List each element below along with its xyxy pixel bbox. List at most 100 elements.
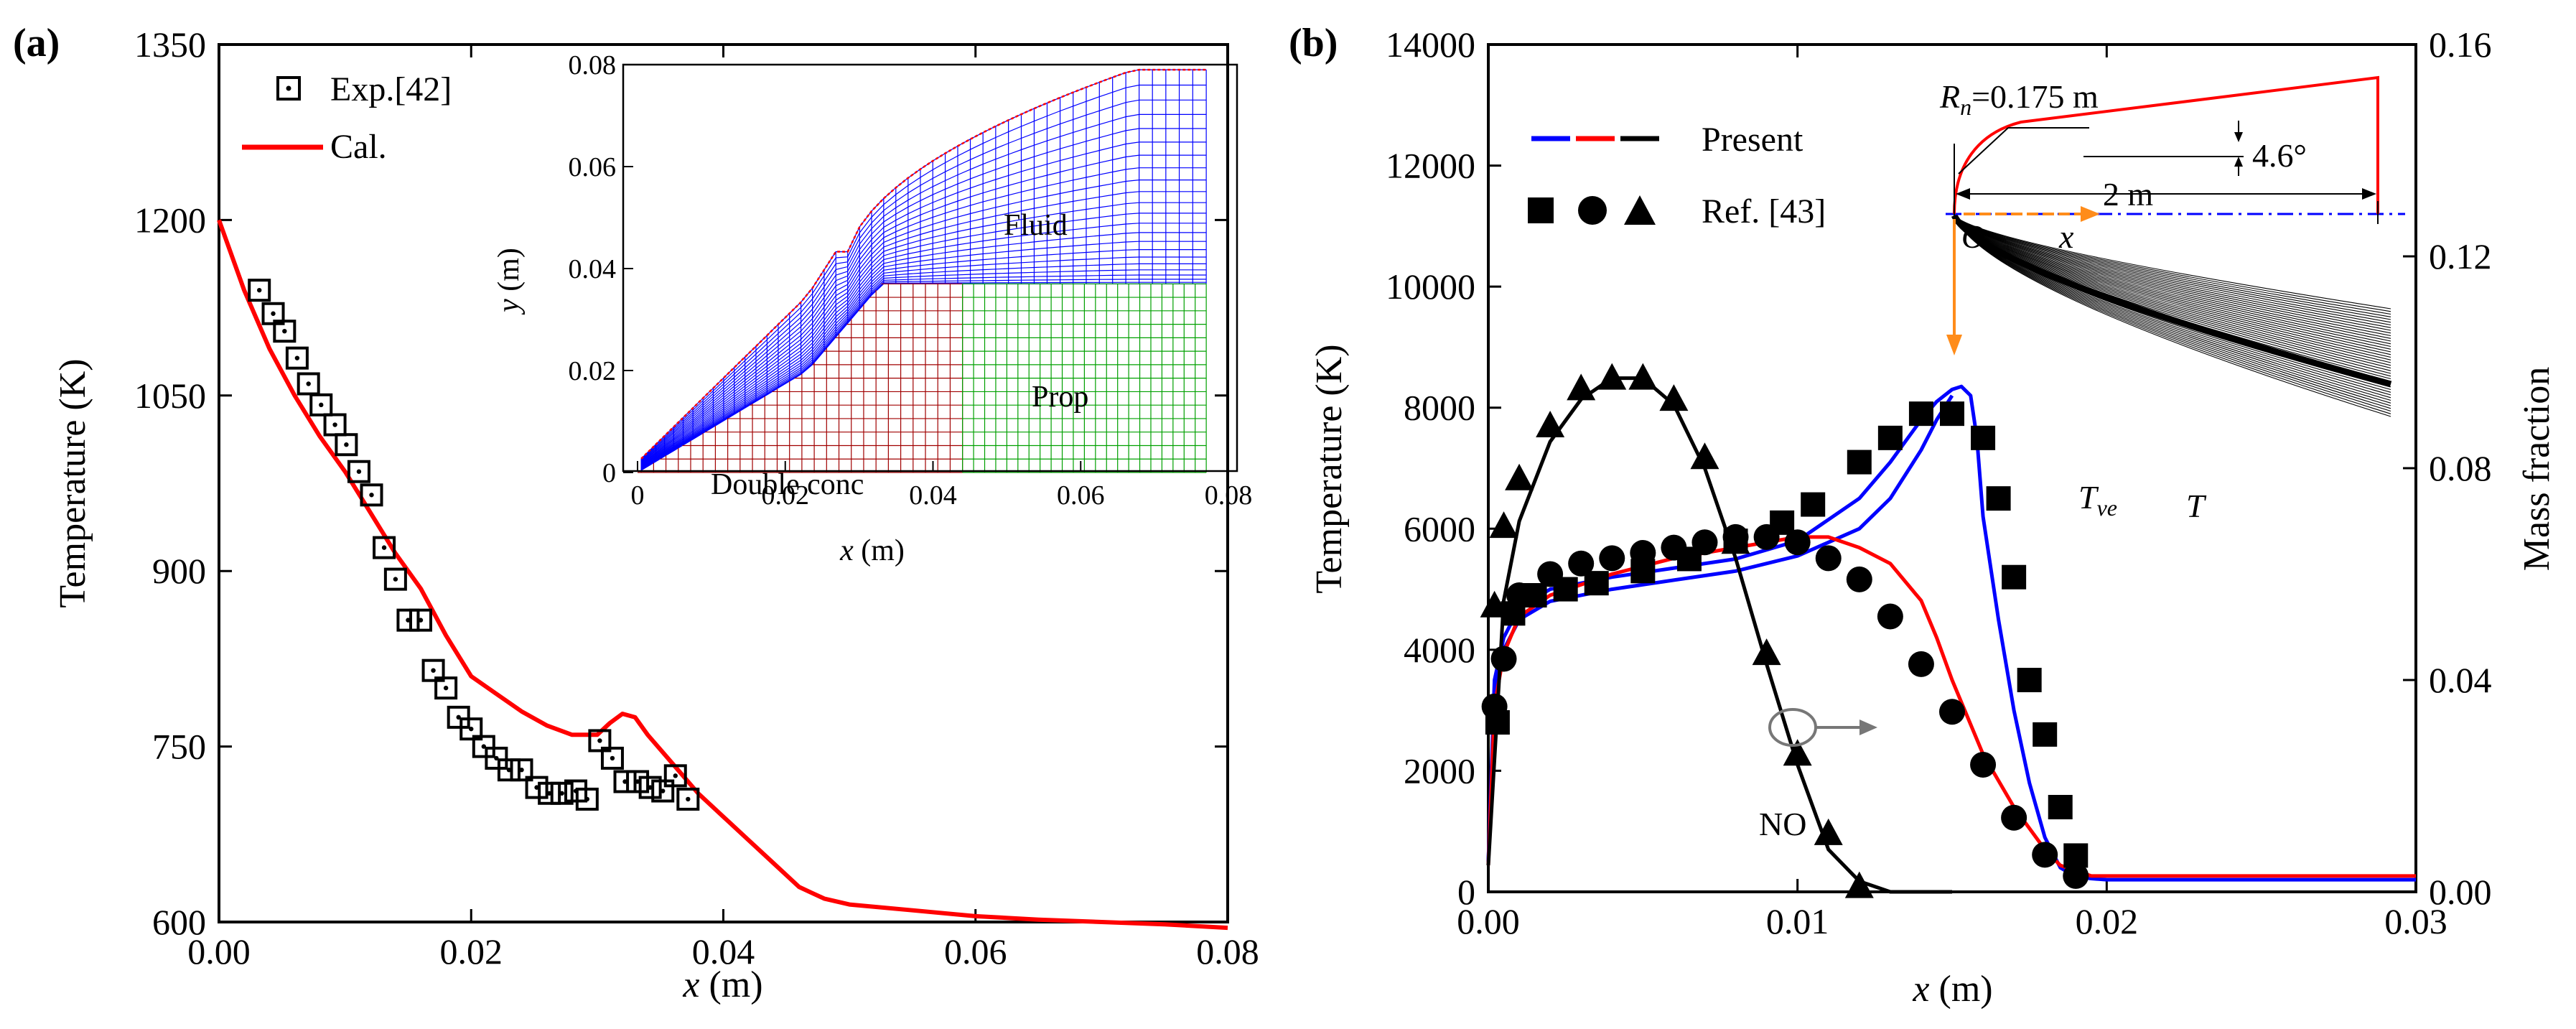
- mesh-line: [1954, 215, 2391, 417]
- exp-point: [600, 746, 624, 770]
- ref-circle-point: [1661, 534, 1687, 561]
- exp-point: [676, 787, 700, 811]
- fluid-mesh-row: [640, 283, 1207, 471]
- ref-triangle-point: [1690, 442, 1719, 470]
- y-tick-label: 1200: [134, 200, 206, 240]
- radius-leader: [1958, 127, 2009, 174]
- fluid-mesh-row: [640, 223, 1207, 467]
- ref-square-point: [2017, 668, 2042, 692]
- t-curve-label: T: [2186, 488, 2207, 524]
- inset-label-prop: Prop: [1032, 381, 1088, 414]
- y-tick-label: 12000: [1386, 146, 1475, 186]
- ref-triangle-point: [1480, 590, 1509, 618]
- exp-dot: [418, 618, 424, 623]
- y-tick-label: 600: [152, 902, 206, 942]
- y2-tick-label: 0.08: [2429, 448, 2492, 488]
- ref-triangle-point: [1567, 373, 1596, 401]
- ref-triangle-point: [1659, 384, 1689, 411]
- exp-dot: [673, 773, 678, 778]
- ref-triangle-point: [1752, 638, 1781, 666]
- exp-dot: [356, 469, 362, 474]
- inset-x-tick-label: 0.06: [1057, 480, 1105, 511]
- panel-a-x-axis-var: x: [682, 964, 699, 1005]
- ref-circle-point: [1815, 545, 1842, 572]
- inset-y-tick-label: 0.02: [569, 356, 617, 386]
- x-tick-label: 0.06: [944, 931, 1007, 972]
- ref-square-point: [2002, 564, 2027, 590]
- mesh-line: [1954, 215, 2391, 345]
- panel-b: (b) 0 2000 4000 6000 8000 10000 12000 14000 0.0…: [1289, 21, 2557, 1010]
- legend-label-ref: Ref. [43]: [1702, 192, 1826, 231]
- exp-dot: [469, 726, 474, 732]
- exp-point: [575, 787, 599, 811]
- exp-point: [434, 676, 458, 700]
- inset-y-tick-label: 0: [602, 458, 616, 488]
- exp-dot: [597, 738, 602, 743]
- length-arrow-left: [1956, 188, 1970, 200]
- exp-square: [285, 346, 309, 370]
- ref-triangle-point: [1536, 411, 1565, 437]
- panel-b-label: (b): [1289, 21, 1338, 65]
- exp-dot: [661, 788, 666, 793]
- exp-point: [497, 758, 521, 782]
- origin-label: O: [1961, 218, 1985, 255]
- exp-square: [383, 567, 407, 591]
- exp-square: [309, 393, 333, 416]
- series-line: [1486, 376, 1952, 894]
- y-tick-label: 14000: [1386, 24, 1475, 65]
- mass-fraction-axis-indicator: [1768, 708, 1817, 747]
- mesh-line: [1954, 215, 2391, 369]
- exp-square: [421, 658, 445, 682]
- ref-circle-point: [1490, 646, 1517, 672]
- ref-triangle-point: [1628, 363, 1658, 390]
- x-tick-label: 0.00: [1457, 901, 1520, 941]
- y2-tick-label: 0.16: [2429, 24, 2492, 65]
- exp-dot: [319, 402, 324, 408]
- ref-circle-point: [1908, 651, 1934, 677]
- ref-circle-point: [1877, 603, 1903, 630]
- exp-point: [373, 536, 396, 559]
- ref-circle-point: [1846, 566, 1872, 592]
- exp-dot: [381, 545, 387, 550]
- exp-point: [335, 433, 358, 457]
- panel-b-x-axis-title: x (m): [1912, 969, 1992, 1010]
- x-tick-label: 0.00: [187, 931, 251, 972]
- ref-triangle-point: [1814, 818, 1843, 845]
- exp-point: [588, 729, 612, 753]
- panel-b-left-y-ticks: 0 2000 4000 6000 8000 10000 12000 14000: [1386, 24, 1501, 912]
- inset-y-axis-unit: (m): [493, 248, 526, 299]
- ref-circle-point: [1630, 540, 1656, 566]
- inset-x-tick-label: 0: [631, 480, 645, 511]
- tve-curve-label: Tve: [2078, 479, 2117, 521]
- exp-square: [638, 776, 662, 799]
- y2-tick-label: 0.04: [2429, 660, 2492, 700]
- legend-marker-exp: [276, 76, 301, 101]
- fluid-mesh-row: [640, 191, 1207, 466]
- panel-b-legend: Present Ref. [43]: [1528, 121, 1826, 231]
- panel-a-y-ticks: 600 750 900 1050 1200 1350: [134, 24, 1228, 942]
- x-tick-label: 0.02: [2076, 901, 2139, 941]
- y-tick-label: 6000: [1404, 508, 1475, 549]
- x-tick-label: 0.04: [692, 931, 755, 972]
- body-outline: [1953, 75, 2379, 215]
- indicator-arrow-head: [1859, 720, 1877, 735]
- y-tick-label: 4000: [1404, 630, 1475, 670]
- exp-point: [447, 705, 470, 729]
- panel-b-x-axis-var: x: [1912, 969, 1929, 1010]
- exp-square: [347, 460, 370, 483]
- ref-square-point: [2033, 722, 2058, 747]
- inset-y-tick-label: 0.06: [569, 152, 617, 182]
- exp-square: [434, 676, 458, 700]
- x-tick-label: 0.03: [2384, 901, 2447, 941]
- exp-point: [510, 758, 533, 782]
- panel-b-y2-axis-title: Mass fraction: [2516, 367, 2557, 571]
- exp-point: [285, 346, 309, 370]
- fluid-mesh-row: [640, 256, 1207, 470]
- geometry-inset: 2 m Rn=0.175 m 4.6° O x: [1939, 75, 2405, 417]
- panel-b-y-axis-title: Temperature (K): [1309, 344, 1350, 593]
- shock-boundary: [640, 68, 1207, 460]
- angle-arrow-top-head: [2234, 132, 2243, 142]
- exp-point: [485, 746, 508, 770]
- exp-dot: [519, 767, 524, 773]
- inset-x-axis-unit: (m): [854, 534, 905, 567]
